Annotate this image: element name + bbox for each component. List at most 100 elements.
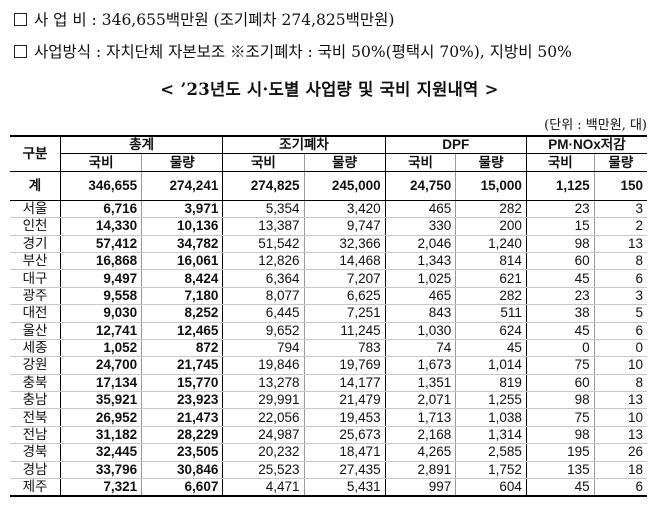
- quantity-cell: 21,473: [141, 408, 224, 427]
- table-row: 대전 9,030 8,252 6,445 7,251 843 511 38 5: [10, 304, 647, 323]
- budget-cell: 14,330: [60, 217, 143, 236]
- support-table: 구분 총계 조기폐차 DPF PM·NOx저감 국비 물량 국비 물량 국비 물…: [10, 135, 647, 498]
- quantity-cell: 150: [594, 171, 647, 201]
- quantity-cell: 10,136: [141, 217, 224, 236]
- quantity-cell: 34,782: [141, 235, 224, 253]
- group-header-early-scrap: 조기폐차: [222, 136, 386, 155]
- table-row: 경기 57,412 34,782 51,542 32,366 2,046 1,240 98 13: [10, 235, 647, 253]
- budget-cell: 1,025: [385, 269, 457, 288]
- quantity-cell: 6: [594, 478, 647, 498]
- budget-cell: 60: [526, 374, 595, 393]
- unit-note: (단위 : 백만원, 대): [544, 118, 647, 133]
- budget-cell: 1,052: [60, 339, 143, 358]
- budget-cell: 24,750: [385, 171, 457, 201]
- quantity-cell: 8: [594, 374, 647, 393]
- budget-cell: 51,542: [222, 235, 305, 253]
- table-row: 대구 9,497 8,424 6,364 7,207 1,025 621 45 6: [10, 269, 647, 288]
- region-name: 제주: [10, 478, 61, 498]
- budget-cell: 2,071: [385, 391, 457, 410]
- budget-cell: 23: [526, 287, 595, 306]
- row-header: 구분: [10, 136, 61, 172]
- quantity-cell: 16,061: [141, 252, 224, 271]
- quantity-cell: 11,245: [304, 322, 386, 340]
- budget-cell: 1,125: [526, 171, 595, 201]
- checkbox-square-icon: [14, 45, 27, 58]
- region-name: 서울: [10, 200, 61, 219]
- region-name: 충북: [10, 374, 61, 393]
- region-name: 전남: [10, 426, 61, 445]
- budget-cell: 6,445: [222, 304, 305, 323]
- table-row: 인천 14,330 10,136 13,387 9,747 330 200 15 2: [10, 217, 647, 236]
- table-row: 제주 7,321 6,607 4,471 5,431 997 604 45 6: [10, 478, 647, 498]
- sub-header-budget: 국비: [526, 153, 595, 172]
- quantity-cell: 7,180: [141, 287, 224, 306]
- budget-line: 사 업 비 : 346,655백만원 (조기폐차 274,825백만원): [14, 8, 394, 30]
- budget-cell: 98: [526, 235, 595, 253]
- quantity-cell: 3: [594, 200, 647, 219]
- table-row: 광주 9,558 7,180 8,077 6,625 465 282 23 3: [10, 287, 647, 306]
- quantity-cell: 3,420: [304, 200, 386, 219]
- region-name: 인천: [10, 217, 61, 236]
- method-line: 사업방식 : 자치단체 자본보조 ※조기폐차 : 국비 50%(평택시 70%)…: [14, 40, 572, 62]
- budget-cell: 23: [526, 200, 595, 219]
- quantity-cell: 3,971: [141, 200, 224, 219]
- budget-cell: 15: [526, 217, 595, 236]
- quantity-cell: 13: [594, 426, 647, 445]
- budget-cell: 25,523: [222, 461, 305, 480]
- budget-cell: 75: [526, 356, 595, 375]
- group-header-pm-nox: PM·NOx저감: [526, 136, 647, 155]
- budget-cell: 12,826: [222, 252, 305, 271]
- quantity-cell: 23,505: [141, 443, 224, 462]
- quantity-cell: 14,468: [304, 252, 386, 271]
- quantity-cell: 2: [594, 217, 647, 236]
- budget-cell: 2,168: [385, 426, 457, 445]
- budget-cell: 9,497: [60, 269, 143, 288]
- budget-cell: 32,445: [60, 443, 143, 462]
- group-header-total: 총계: [60, 136, 224, 155]
- quantity-cell: 14,177: [304, 374, 386, 393]
- budget-cell: 57,412: [60, 235, 143, 253]
- sub-header-quantity: 물량: [455, 153, 527, 172]
- budget-cell: 274,825: [222, 171, 305, 201]
- quantity-cell: 6: [594, 322, 647, 340]
- budget-cell: 38: [526, 304, 595, 323]
- table-row: 강원 24,700 21,745 19,846 19,769 1,673 1,014 75 10: [10, 356, 647, 375]
- quantity-cell: 8: [594, 252, 647, 271]
- quantity-cell: 26: [594, 443, 647, 462]
- budget-cell: 1,343: [385, 252, 457, 271]
- budget-cell: 465: [385, 200, 457, 219]
- quantity-cell: 814: [455, 252, 527, 271]
- quantity-cell: 0: [594, 339, 647, 358]
- budget-cell: 35,921: [60, 391, 143, 410]
- budget-cell: 45: [526, 478, 595, 498]
- quantity-cell: 2,585: [455, 443, 527, 462]
- budget-cell: 24,700: [60, 356, 143, 375]
- table-row: 부산 16,868 16,061 12,826 14,468 1,343 814 60 8: [10, 252, 647, 271]
- quantity-cell: 12,465: [141, 322, 224, 340]
- quantity-cell: 245,000: [304, 171, 386, 201]
- quantity-cell: 5,431: [304, 478, 386, 498]
- quantity-cell: 819: [455, 374, 527, 393]
- quantity-cell: 1,314: [455, 426, 527, 445]
- budget-cell: 20,232: [222, 443, 305, 462]
- budget-cell: 13,387: [222, 217, 305, 236]
- budget-cell: 346,655: [60, 171, 143, 201]
- quantity-cell: 19,769: [304, 356, 386, 375]
- budget-cell: 6,364: [222, 269, 305, 288]
- budget-cell: 2,891: [385, 461, 457, 480]
- budget-cell: 1,030: [385, 322, 457, 340]
- budget-cell: 4,471: [222, 478, 305, 498]
- quantity-cell: 604: [455, 478, 527, 498]
- table-body: 계 346,655 274,241 274,825 245,000 24,750 15,00…: [10, 171, 647, 498]
- quantity-cell: 9,747: [304, 217, 386, 236]
- budget-cell: 8,077: [222, 287, 305, 306]
- quantity-cell: 21,479: [304, 391, 386, 410]
- region-name: 광주: [10, 287, 61, 306]
- budget-cell: 2,046: [385, 235, 457, 253]
- budget-cell: 31,182: [60, 426, 143, 445]
- quantity-cell: 30,846: [141, 461, 224, 480]
- table-row: 서울 6,716 3,971 5,354 3,420 465 282 23 3: [10, 200, 647, 219]
- table-row: 울산 12,741 12,465 9,652 11,245 1,030 624 45 6: [10, 322, 647, 340]
- quantity-cell: 783: [304, 339, 386, 358]
- budget-cell: 26,952: [60, 408, 143, 427]
